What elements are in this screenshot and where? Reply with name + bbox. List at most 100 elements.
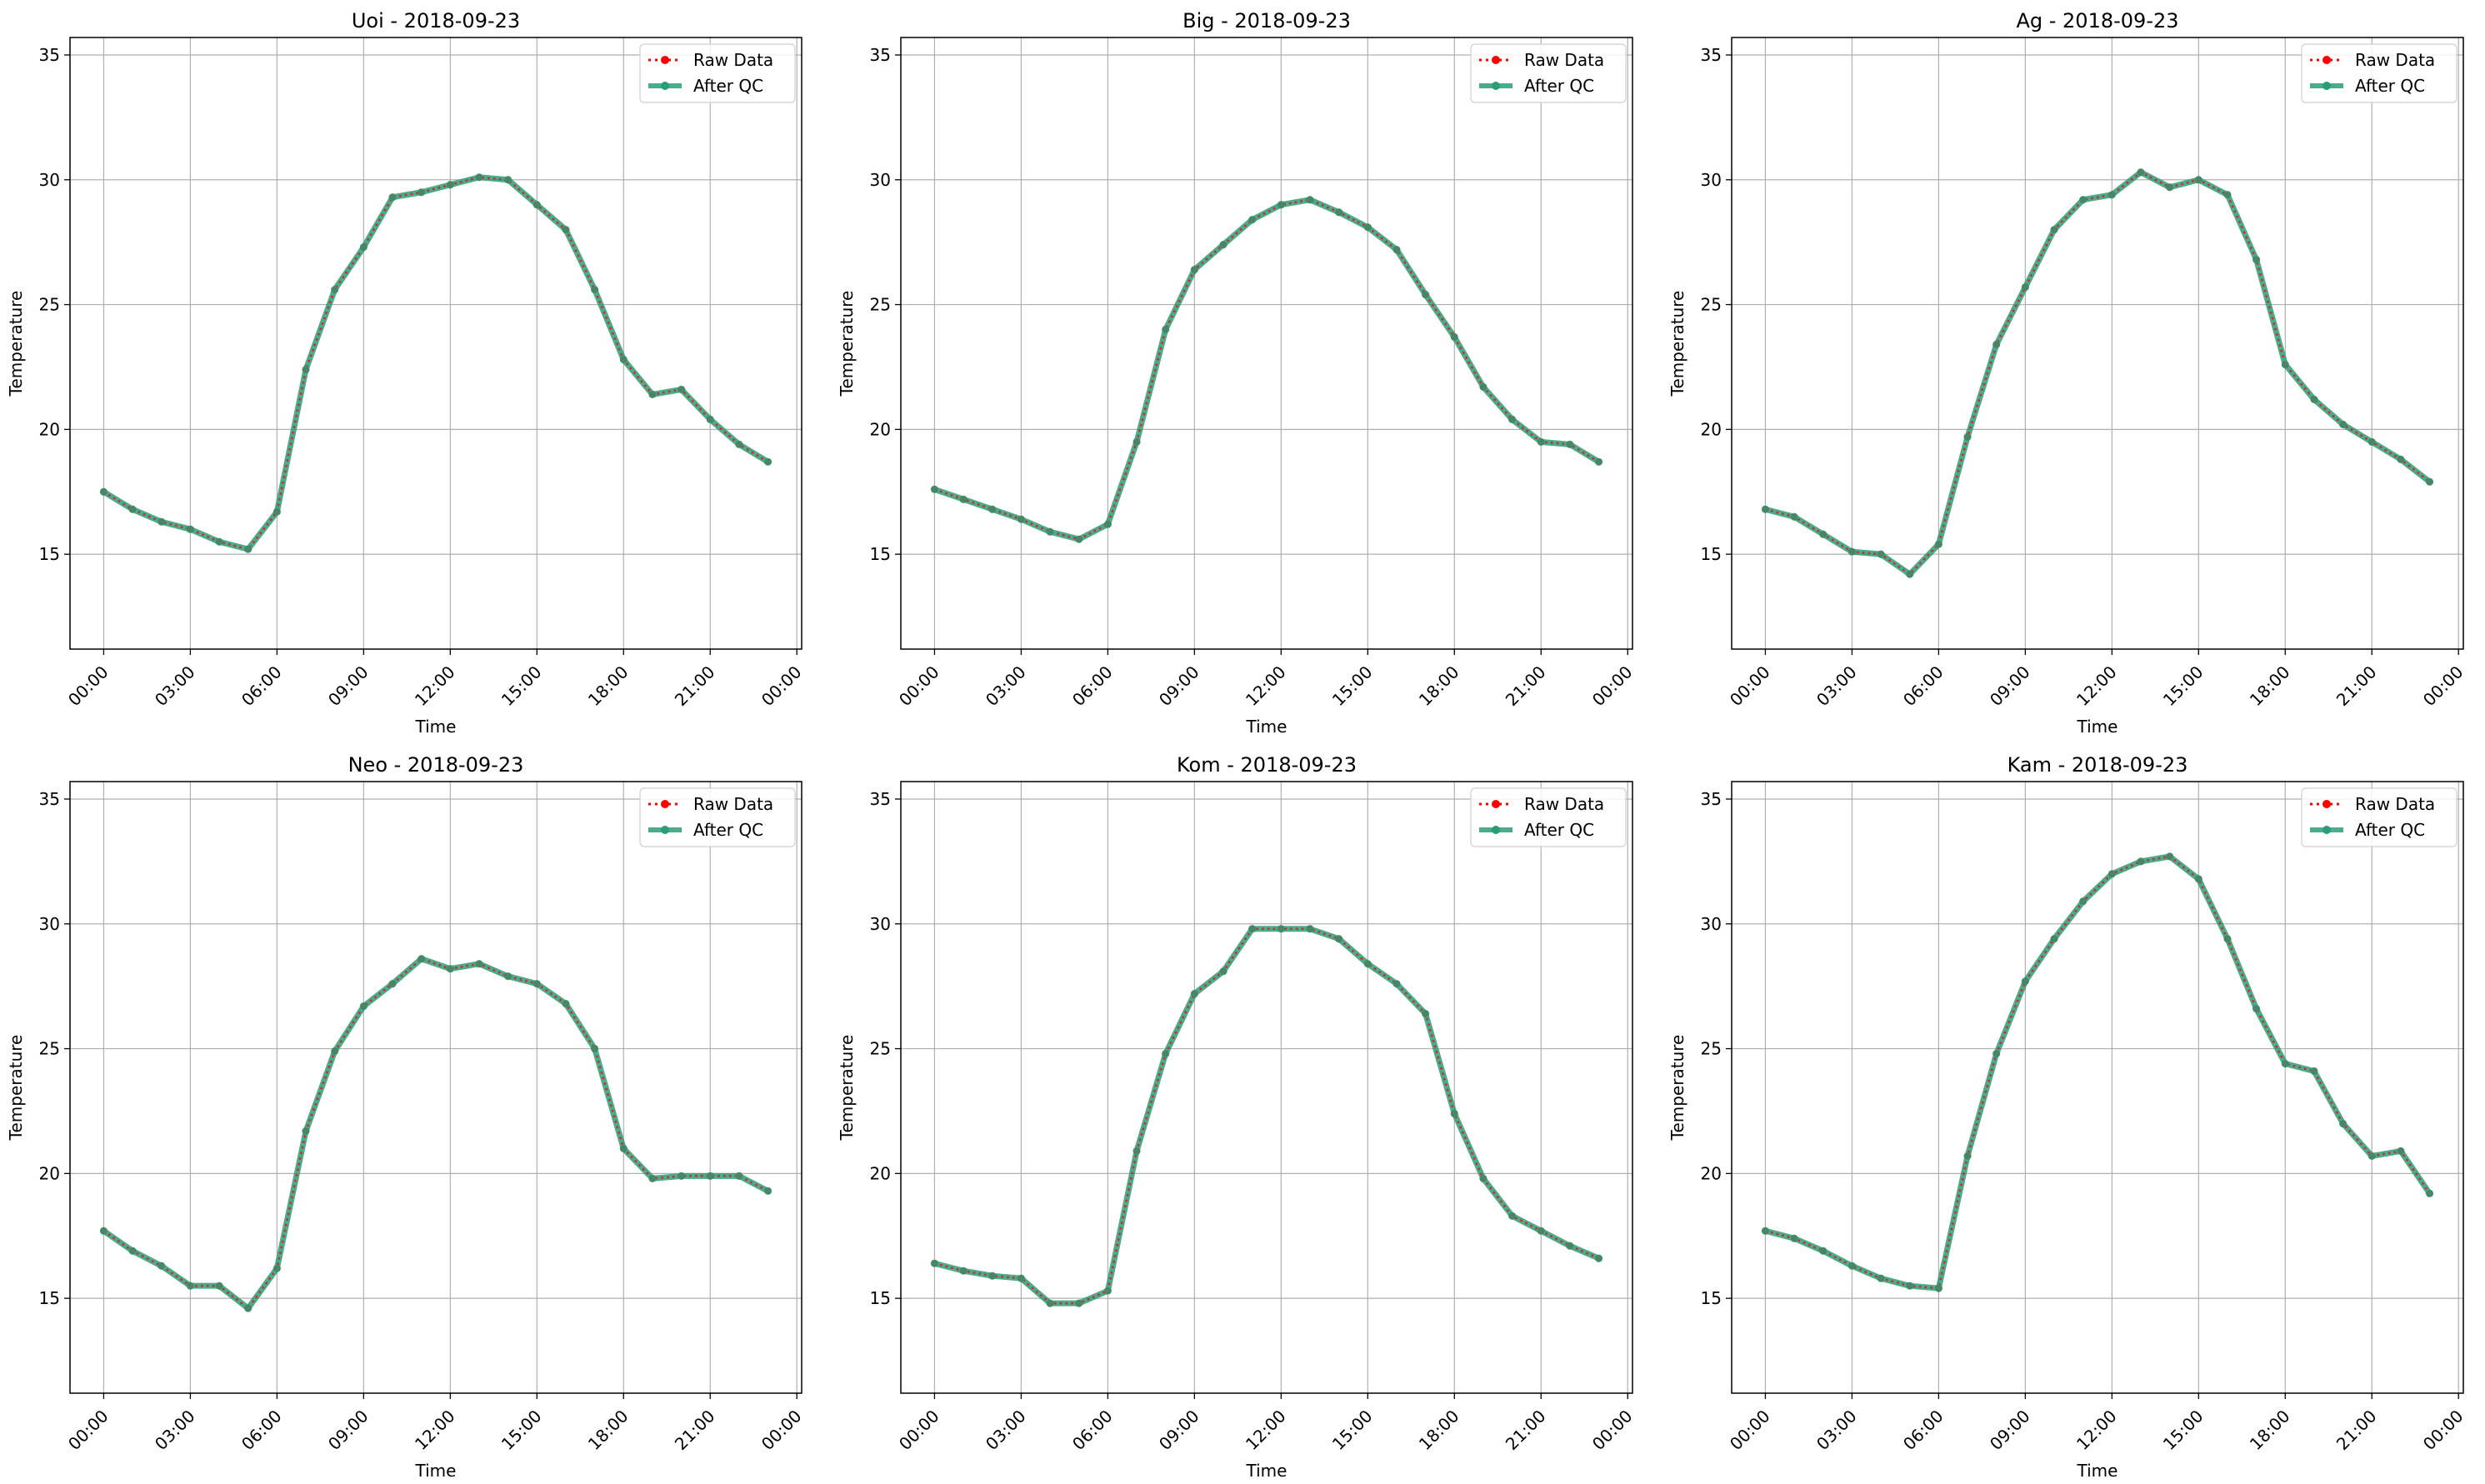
- chart-title: Big - 2018-09-23: [1182, 9, 1351, 32]
- legend-marker-after-qc: [661, 826, 669, 834]
- legend: Raw Data After QC: [2301, 43, 2458, 103]
- data-point-after-qc: [763, 457, 772, 466]
- x-tick-label: 12:00: [2072, 662, 2121, 710]
- data-point-after-qc: [591, 1044, 599, 1053]
- data-point-after-qc: [591, 285, 599, 294]
- data-point-after-qc: [562, 1000, 570, 1008]
- y-axis-label: Temperature: [1668, 1035, 1688, 1142]
- series-line-after-qc: [931, 926, 1602, 1307]
- data-point-after-qc: [158, 517, 166, 526]
- data-point-after-qc: [2166, 852, 2174, 861]
- data-point-after-qc: [930, 485, 939, 493]
- legend-label-after-qc: After QC: [1524, 820, 1594, 840]
- data-point-after-qc: [2425, 1189, 2434, 1197]
- data-point-after-qc: [359, 1002, 368, 1011]
- data-point-after-qc: [2223, 935, 2232, 943]
- data-point-after-qc: [648, 390, 657, 399]
- x-tick-label: 21:00: [671, 662, 719, 710]
- data-point-after-qc: [215, 537, 223, 546]
- legend: Raw Data After QC: [1470, 787, 1627, 847]
- data-point-after-qc: [186, 525, 195, 533]
- x-tick-label: 03:00: [982, 662, 1030, 710]
- y-tick-label: 35: [870, 789, 891, 809]
- x-tick-label: 18:00: [2246, 662, 2294, 710]
- data-point-after-qc: [1248, 216, 1257, 224]
- data-point-after-qc: [99, 1227, 108, 1235]
- x-tick-label: 18:00: [584, 662, 632, 710]
- data-point-after-qc: [706, 415, 714, 423]
- data-point-after-qc: [359, 243, 368, 252]
- x-tick-label: 15:00: [498, 662, 546, 710]
- data-point-after-qc: [1277, 925, 1285, 933]
- x-tick-label: 12:00: [411, 1406, 459, 1454]
- legend: Raw Data After QC: [639, 787, 796, 847]
- y-axis-label: Temperature: [6, 1035, 26, 1142]
- data-point-after-qc: [1934, 1284, 1942, 1292]
- series-line-after-qc: [100, 174, 772, 552]
- series-line-after-qc: [1762, 853, 2433, 1292]
- data-point-after-qc: [1790, 512, 1798, 521]
- x-tick-label: 09:00: [1155, 1406, 1203, 1454]
- x-tick-label: 06:00: [238, 1406, 286, 1454]
- subplot-3: 00:00 03:00 06:00 09:00 12:00 15:00 18:00 21:00…: [1668, 9, 2468, 737]
- series-line-after-qc: [100, 956, 772, 1312]
- data-point-after-qc: [446, 181, 454, 189]
- x-tick-label: 09:00: [324, 1406, 372, 1454]
- data-point-after-qc: [1392, 246, 1401, 254]
- data-point-after-qc: [562, 226, 570, 234]
- x-tick-label: 21:00: [1502, 1406, 1550, 1454]
- data-point-after-qc: [1422, 1010, 1430, 1018]
- y-tick-label: 20: [1701, 419, 1722, 439]
- data-point-after-qc: [1819, 530, 1828, 538]
- data-point-after-qc: [1508, 415, 1517, 423]
- data-point-after-qc: [2079, 897, 2088, 906]
- data-point-after-qc: [2338, 420, 2348, 428]
- x-tick-label: 00:00: [758, 662, 806, 710]
- y-tick-label: 25: [1701, 1039, 1722, 1059]
- data-point-after-qc: [418, 188, 426, 197]
- subplot-5: 00:00 03:00 06:00 09:00 12:00 15:00 18:00 21:00…: [837, 753, 1637, 1481]
- y-tick-label: 20: [39, 419, 60, 439]
- data-point-after-qc: [331, 1047, 339, 1056]
- data-point-after-qc: [388, 193, 397, 202]
- x-tick-label: 00:00: [895, 662, 943, 710]
- x-tick-label: 15:00: [1328, 662, 1377, 710]
- y-tick-label: 35: [1701, 45, 1722, 65]
- data-point-after-qc: [1450, 332, 1458, 342]
- plot-frame: [1731, 37, 2464, 650]
- y-tick-label: 20: [1701, 1163, 1722, 1183]
- x-tick-label: 09:00: [1986, 1406, 2034, 1454]
- legend-label-after-qc: After QC: [2355, 820, 2425, 840]
- data-point-after-qc: [475, 960, 483, 968]
- x-tick-label: 06:00: [1899, 1406, 1948, 1454]
- y-tick-label: 15: [39, 1288, 60, 1308]
- series-line-raw-data: [934, 198, 1600, 541]
- y-tick-label: 25: [870, 295, 891, 315]
- y-tick-label: 15: [1701, 544, 1722, 564]
- data-point-after-qc: [1963, 432, 1972, 441]
- series-line-raw-data: [102, 957, 769, 1310]
- y-axis-label: Temperature: [837, 1035, 857, 1142]
- legend-marker-after-qc: [2322, 826, 2331, 834]
- data-point-after-qc: [2397, 455, 2405, 463]
- data-point-after-qc: [1190, 990, 1198, 998]
- y-tick-label: 25: [870, 1039, 891, 1059]
- data-point-after-qc: [388, 980, 397, 988]
- x-tick-label: 12:00: [2072, 1406, 2121, 1454]
- data-point-after-qc: [244, 545, 252, 553]
- data-point-after-qc: [128, 1247, 137, 1255]
- data-point-after-qc: [1190, 266, 1198, 274]
- x-tick-label: 12:00: [411, 662, 459, 710]
- data-point-after-qc: [1335, 935, 1343, 943]
- x-tick-label: 18:00: [584, 1406, 632, 1454]
- subplot-2: 00:00 03:00 06:00 09:00 12:00 15:00 18:00 21:00…: [837, 9, 1637, 737]
- data-point-after-qc: [1877, 1274, 1885, 1282]
- chart-title: Kom - 2018-09-23: [1177, 753, 1357, 777]
- legend-label-raw-data: Raw Data: [693, 50, 773, 70]
- x-tick-label: 21:00: [1502, 662, 1550, 710]
- data-point-after-qc: [1537, 437, 1545, 446]
- y-tick-label: 35: [39, 789, 60, 809]
- data-point-after-qc: [2194, 875, 2202, 883]
- chart-title: Neo - 2018-09-23: [348, 753, 524, 777]
- data-point-after-qc: [272, 1264, 281, 1272]
